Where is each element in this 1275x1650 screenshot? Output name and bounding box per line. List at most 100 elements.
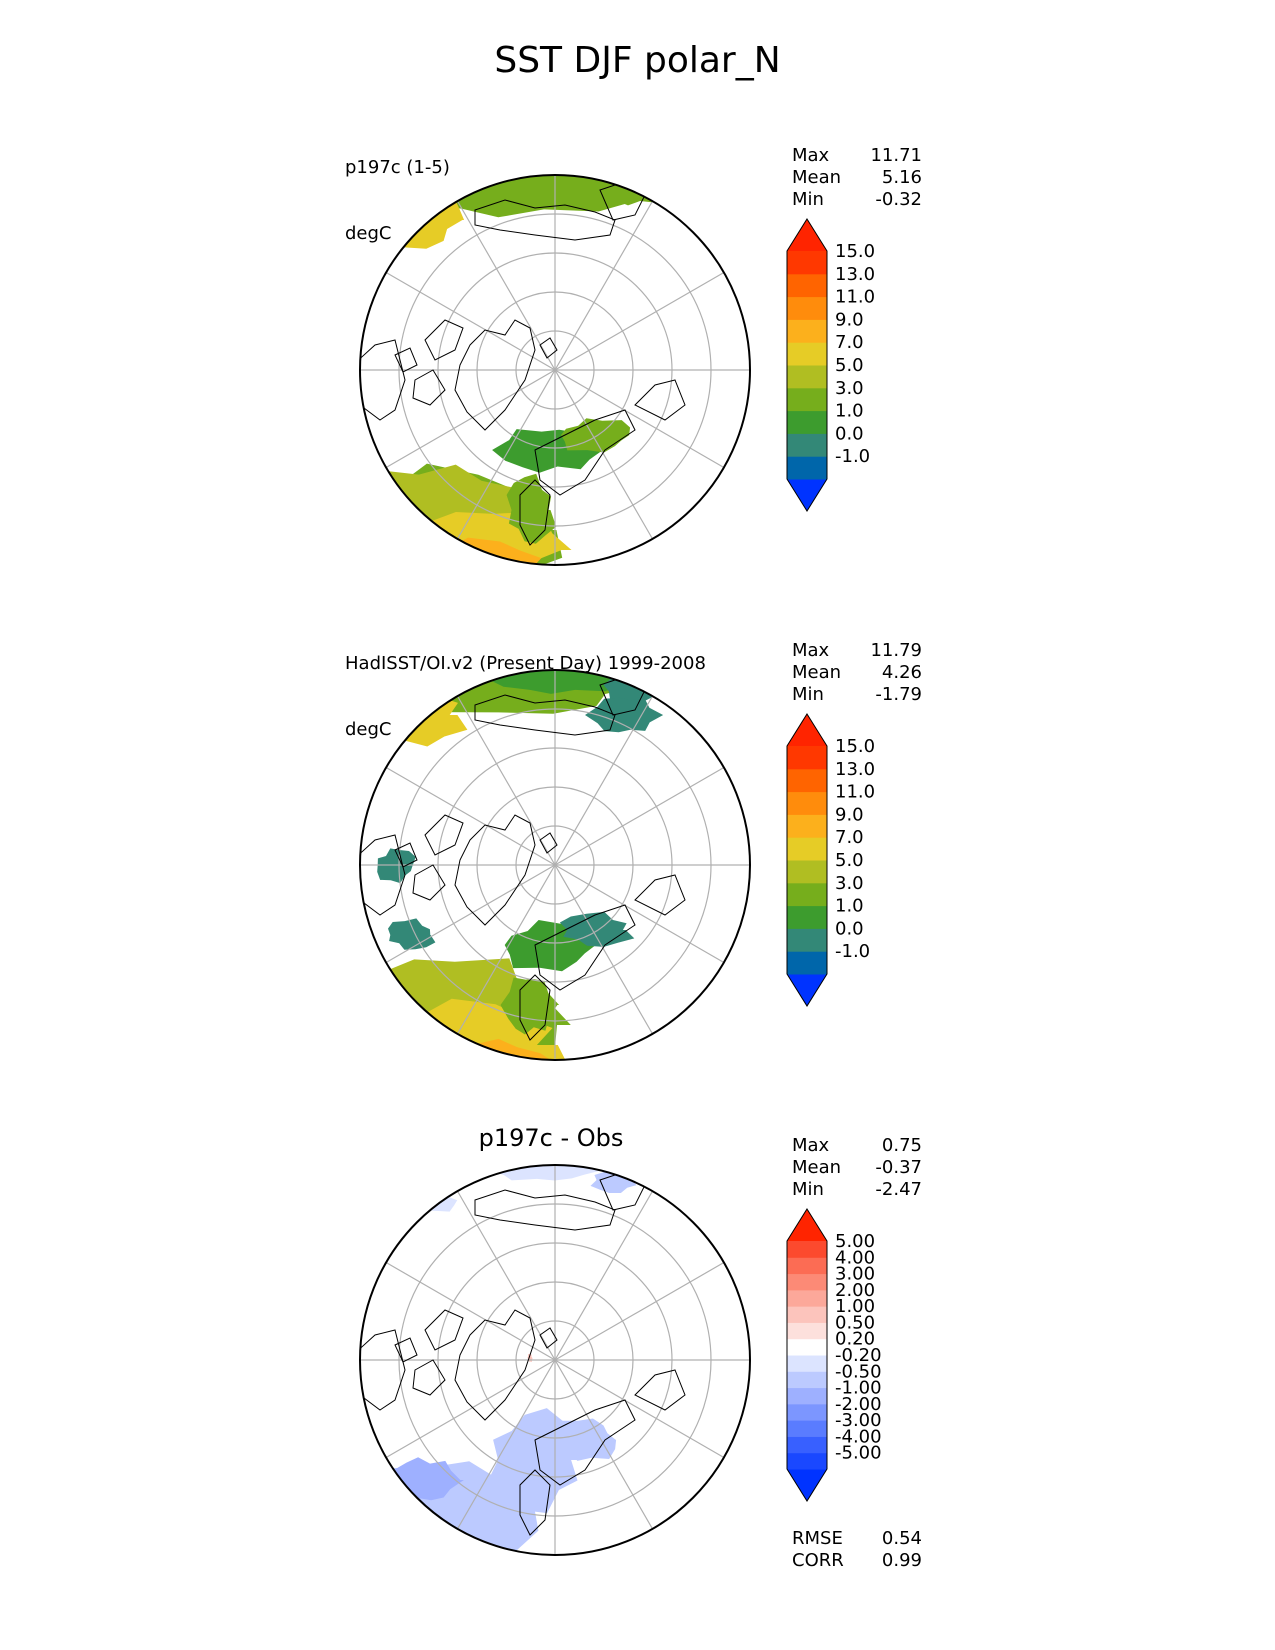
panel-3-colorbar: -5.00-4.00-3.00-2.00-1.00-0.50-0.200.200… [786, 1208, 882, 1502]
map-boundary [359, 1164, 751, 1556]
stat-value: -2.47 [875, 1179, 922, 1200]
longitude-gridline [385, 883, 522, 964]
stat-value: 11.71 [870, 145, 922, 166]
longitude-gridline [573, 403, 654, 540]
stat-label: CORR [792, 1550, 844, 1571]
longitude-gridline [520, 844, 556, 866]
colorbar-tick-label: 5.0 [835, 355, 864, 376]
longitude-gridline [520, 864, 556, 886]
coastline [474, 694, 616, 736]
stat-label: Max [792, 1135, 830, 1156]
stat-rmse: RMSE 0.54 [792, 1528, 922, 1550]
stat-mean: Mean 5.16 [792, 167, 922, 189]
coastline [424, 1309, 464, 1351]
stat-label: Mean [792, 662, 842, 683]
coastline [519, 479, 551, 546]
stat-value: 0.54 [881, 1528, 922, 1549]
colorbar-tick-label: -2.00 [835, 1394, 882, 1415]
stat-mean: Mean 4.26 [792, 662, 922, 684]
colorbar-segment [787, 387, 827, 412]
colorbar-extend-low [787, 974, 827, 1006]
panel-1-name: p197c (1-5) [345, 157, 450, 178]
longitude-gridline [456, 1190, 537, 1327]
colorbar-segment [787, 928, 827, 952]
stat-value: 0.75 [881, 1135, 922, 1156]
colorbar-segment [787, 456, 827, 480]
panel-2-map [359, 669, 751, 1061]
colorbar-tick-label: -1.0 [835, 446, 870, 467]
colorbar-tick-label: 1.0 [835, 896, 864, 917]
coastline [394, 842, 418, 868]
colorbar-tick-label: -5.00 [835, 1443, 882, 1464]
stat-label: RMSE [792, 1528, 843, 1549]
colorbar-tick-label: 0.0 [835, 423, 864, 444]
longitude-gridline [520, 369, 556, 391]
sst-field-region [476, 1165, 494, 1168]
stat-label: Mean [792, 167, 842, 188]
coastline [634, 379, 686, 421]
stat-max: Max 0.75 [792, 1135, 922, 1157]
longitude-gridline [385, 388, 522, 469]
coastline [519, 974, 551, 1041]
longitude-gridline [385, 766, 522, 847]
colorbar-segment [787, 251, 827, 275]
colorbar-segment [787, 410, 827, 434]
colorbar-tick-label: 3.00 [835, 1264, 875, 1285]
longitude-gridline [554, 1325, 576, 1361]
coastline [424, 814, 464, 856]
coastline [474, 1189, 616, 1231]
longitude-gridline [573, 1190, 654, 1327]
figure-title: SST DJF polar_N [494, 40, 781, 81]
longitude-gridline [554, 349, 590, 371]
colorbar-segment [787, 882, 827, 907]
colorbar-tick-label: 0.20 [835, 1329, 875, 1350]
colorbar-segment [787, 433, 827, 457]
sst-field-region [393, 1187, 458, 1213]
colorbar-segment [787, 860, 827, 884]
sst-field-region [366, 191, 465, 249]
stat-mean: Mean -0.37 [792, 1157, 922, 1179]
colorbar-outline [786, 1208, 828, 1502]
sst-field-region [366, 684, 468, 747]
colorbar-tick-label: -3.00 [835, 1410, 882, 1431]
coastline [539, 337, 558, 359]
longitude-gridline [554, 864, 590, 886]
colorbar-tick-label: 15.0 [835, 241, 875, 262]
longitude-gridline [385, 271, 522, 352]
map-boundary [359, 669, 751, 1061]
colorbar-tick-label: -0.20 [835, 1345, 882, 1366]
coastline [474, 199, 616, 241]
stat-label: Min [792, 684, 824, 705]
colorbar-segment [787, 814, 827, 838]
stat-value: 5.16 [881, 167, 922, 188]
colorbar-segment [787, 1273, 827, 1291]
longitude-gridline [385, 1261, 522, 1342]
panel-3-stats: Max 0.75 Mean -0.37 Min -2.47 [792, 1135, 922, 1201]
colorbar-tick-label: 1.0 [835, 401, 864, 422]
longitude-gridline [588, 766, 725, 847]
colorbar-extend-high [787, 219, 827, 251]
colorbar-segment [787, 1289, 827, 1307]
longitude-gridline [534, 830, 556, 866]
sst-field-region [447, 1165, 473, 1171]
stat-value: -0.32 [875, 189, 922, 210]
stat-value: 0.99 [881, 1550, 922, 1571]
longitude-gridline [588, 1261, 725, 1342]
colorbar-segment [787, 951, 827, 975]
colorbar-segment [787, 1338, 827, 1356]
coastline [454, 814, 536, 926]
colorbar-segment [787, 837, 827, 861]
longitude-gridline [573, 695, 654, 832]
colorbar-segment [787, 319, 827, 343]
sst-field-region [470, 565, 551, 590]
colorbar-segment [787, 1452, 827, 1470]
panel-2-colorbar: -1.00.01.03.05.07.09.011.013.015.0 [786, 713, 875, 1007]
colorbar-segment [787, 746, 827, 770]
longitude-gridline [554, 1359, 590, 1381]
coastline [412, 1359, 446, 1396]
longitude-gridline [534, 1359, 556, 1395]
coastline [394, 1337, 418, 1363]
colorbar-segment [787, 1403, 827, 1421]
colorbar-segment [787, 342, 827, 366]
longitude-gridline [588, 271, 725, 352]
